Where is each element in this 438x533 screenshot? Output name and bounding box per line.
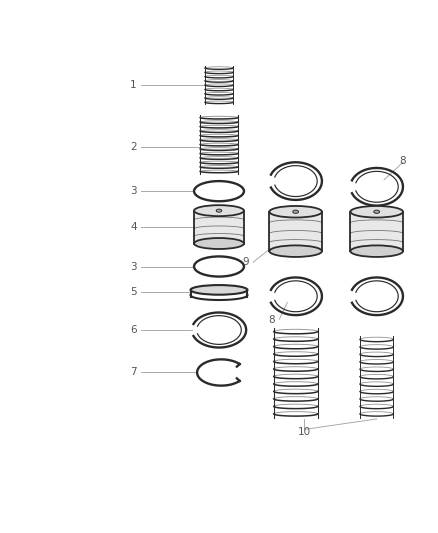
Text: 3: 3 [130,262,137,271]
Text: 10: 10 [298,426,311,437]
Bar [350,212,403,251]
Ellipse shape [194,238,244,249]
Text: 5: 5 [130,287,137,297]
Ellipse shape [350,245,403,257]
Ellipse shape [194,205,244,216]
Ellipse shape [350,206,403,217]
Text: 9: 9 [242,257,249,267]
Text: 3: 3 [130,186,137,196]
Text: 4: 4 [130,222,137,232]
Text: 1: 1 [130,80,137,90]
Bar [194,211,244,244]
Text: 8: 8 [268,316,275,325]
Ellipse shape [293,210,299,213]
Ellipse shape [269,206,322,217]
Ellipse shape [374,210,380,213]
Text: 6: 6 [130,325,137,335]
Text: 2: 2 [130,142,137,152]
Ellipse shape [191,285,247,295]
Ellipse shape [216,209,222,212]
Text: 8: 8 [399,156,406,166]
Bar [269,212,322,251]
Text: 7: 7 [130,367,137,377]
Ellipse shape [269,245,322,257]
